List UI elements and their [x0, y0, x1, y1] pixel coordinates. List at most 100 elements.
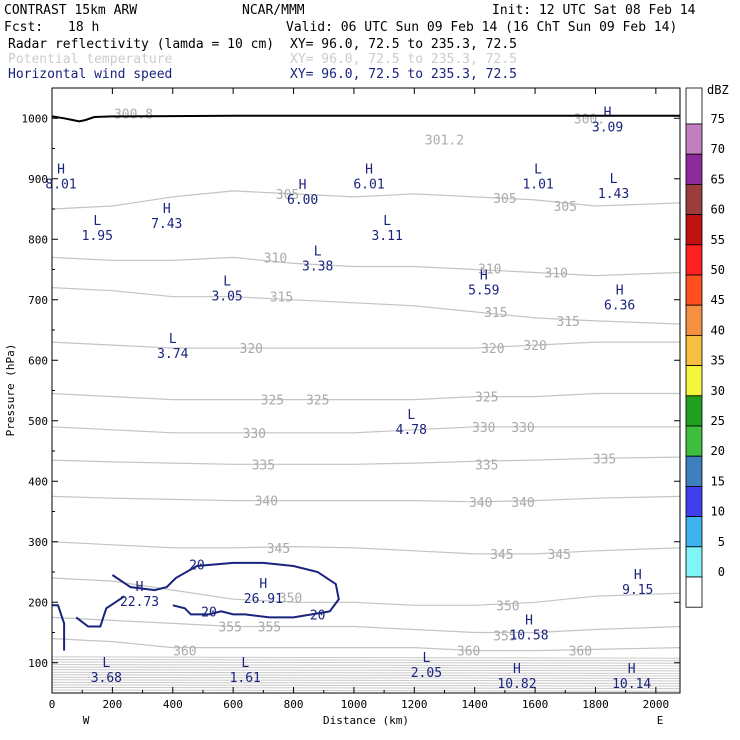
extremum-type: H: [634, 568, 642, 583]
legend-wind-label: Horizontal wind speed: [8, 67, 172, 82]
theta-label: 345: [547, 548, 570, 563]
y-tick-label: 100: [28, 657, 48, 670]
y-tick-label: 1000: [22, 112, 49, 125]
colorbar-label: 15: [711, 474, 725, 488]
wind-extremum: H6.01: [353, 163, 384, 193]
legend-reflectivity-label: Radar reflectivity (lamda = 10 cm): [8, 37, 274, 52]
theta-label: 300.8: [114, 107, 153, 122]
theta-contour-315: [51, 287, 681, 325]
wind-contour-labels: 20 20 20: [189, 559, 325, 624]
colorbar-label: 35: [711, 354, 725, 368]
east-label: E: [657, 714, 664, 727]
colorbar-label: 10: [711, 505, 725, 519]
plot-area: 360 360 360 355 355 355 350 350 345 345 345 340 340 3…: [22, 87, 681, 711]
extremum-type: L: [422, 651, 430, 666]
theta-label: 325: [261, 394, 284, 409]
y-tick-label: 200: [28, 596, 48, 609]
extremum-value: 3.68: [91, 671, 122, 686]
colorbar-cell-45: [685, 304, 703, 336]
wind-extremum: H22.73: [120, 580, 159, 610]
valid-time: Valid: 06 UTC Sun 09 Feb 14 (16 ChT Sun …: [286, 20, 677, 35]
upper-theta-line: [51, 679, 681, 682]
upper-theta-line: [51, 671, 681, 674]
legend-reflectivity-xy: XY= 96.0, 72.5 to 235.3, 72.5: [290, 37, 517, 52]
x-axis-title: Distance (km): [323, 714, 409, 727]
colorbar-label: 20: [711, 444, 725, 458]
extremum-value: 1.61: [230, 671, 261, 686]
theta-contour-355: [51, 616, 681, 634]
upper-theta-line: [51, 656, 681, 659]
theta-contour-330: [51, 426, 680, 434]
colorbar-label: 55: [711, 233, 725, 247]
colorbar-label: 75: [711, 112, 725, 126]
wind-extremum: H10.58: [509, 613, 548, 643]
theta-contours: [51, 190, 681, 652]
wind-extremum: H9.15: [622, 568, 653, 598]
colorbar-label: 5: [718, 535, 725, 549]
fcst-label: Fcst:: [4, 20, 43, 35]
colorbar-label: 30: [711, 384, 725, 398]
theta-contour-310: [51, 256, 681, 277]
extremum-value: 1.01: [522, 178, 553, 193]
extremum-value: 6.00: [287, 193, 318, 208]
theta-label: 305: [276, 188, 299, 203]
theta-contour-320: [51, 341, 680, 349]
extremum-type: L: [223, 275, 231, 290]
x-tick-label: 2000: [643, 698, 670, 711]
terrain-line: [51, 114, 680, 123]
init-time: Init: 12 UTC Sat 08 Feb 14: [492, 3, 696, 18]
theta-label: 305: [554, 200, 577, 215]
extremum-value: 3.11: [371, 229, 402, 244]
x-tick-label: 400: [163, 698, 183, 711]
theta-label: 301.2: [425, 133, 464, 148]
colorbar-label: 65: [711, 172, 725, 186]
theta-label: 335: [252, 458, 275, 473]
colorbar-cell-15: [685, 485, 703, 517]
upper-theta-line: [51, 669, 681, 672]
wind-extremum: L3.38: [302, 244, 333, 274]
wind-extremum: H10.14: [612, 662, 651, 692]
colorbar-cell-35: [685, 365, 703, 397]
y-axis: 100 200 300 400 500 600 700 800 900 1000: [22, 87, 680, 694]
upper-theta-line: [51, 666, 681, 669]
colorbar-label: 0: [718, 565, 725, 579]
extremum-value: 6.36: [604, 299, 635, 314]
colorbar-cell-55: [685, 244, 703, 276]
upper-theta-line: [51, 659, 681, 662]
extremum-value: 3.05: [211, 290, 242, 305]
colorbar-label: 40: [711, 323, 725, 337]
theta-label: 325: [306, 394, 329, 409]
y-tick-label: 500: [28, 415, 48, 428]
extremum-value: 3.09: [592, 120, 623, 135]
extremum-value: 6.01: [353, 178, 384, 193]
wind-extremum: L1.43: [598, 172, 629, 202]
theta-contour-340: [51, 495, 681, 503]
extremum-type: L: [383, 214, 391, 229]
x-tick-label: 0: [49, 698, 56, 711]
x-axis: 0 200 400 600 800 1000 1200 1400 1600 1800 2000: [49, 88, 669, 711]
extremum-type: H: [513, 662, 521, 677]
extremum-type: L: [610, 172, 618, 187]
extremum-type: L: [407, 408, 415, 423]
extremum-type: L: [241, 656, 249, 671]
theta-label: 335: [593, 452, 616, 467]
theta-label: 350: [279, 591, 302, 606]
org-label: NCAR/MMM: [242, 3, 305, 18]
theta-contour-335: [51, 456, 681, 465]
upper-theta-line: [51, 689, 681, 692]
extremum-type: H: [57, 163, 65, 178]
colorbar-label: 45: [711, 293, 725, 307]
extremum-type: H: [259, 577, 267, 592]
wind-contour-label: 20: [189, 559, 205, 574]
extremum-type: H: [525, 613, 533, 628]
extremum-type: H: [628, 662, 636, 677]
extremum-type: L: [534, 163, 542, 178]
colorbar-cell-40: [685, 334, 703, 366]
theta-label: 305: [493, 192, 516, 207]
wind-extremum: L3.05: [211, 275, 242, 305]
wind-contour-label: 20: [310, 608, 326, 623]
upper-theta-line: [51, 686, 681, 690]
extremum-type: L: [102, 656, 110, 671]
upper-theta-line: [51, 676, 681, 679]
extremum-value: 1.43: [598, 187, 629, 202]
